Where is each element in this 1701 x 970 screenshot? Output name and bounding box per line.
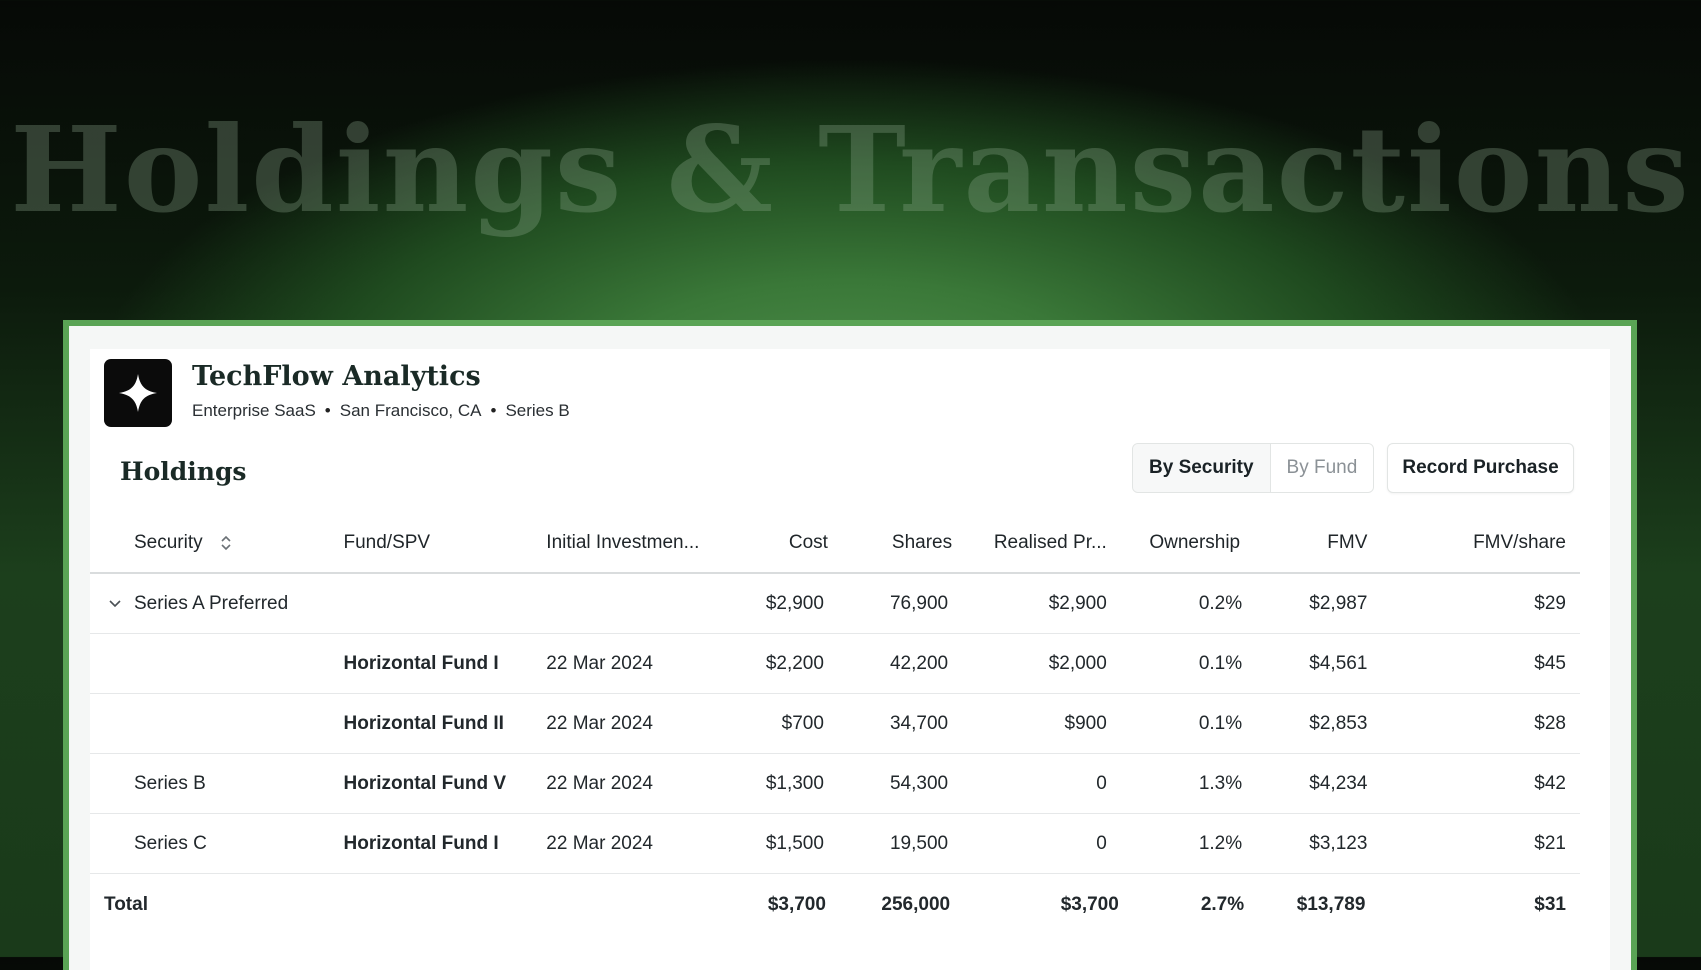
ownership-cell: 1.3%	[1128, 753, 1259, 814]
initial-investment-cell: 22 Mar 2024	[546, 753, 731, 814]
four-point-star-icon	[119, 374, 157, 412]
column-header-fmv-share[interactable]: FMV/share	[1385, 514, 1580, 574]
total-row: Total $3,700 256,000 $3,700 2.7% $13,789…	[90, 874, 1580, 937]
realised-cell: 0	[958, 813, 1129, 874]
company-stage: Series B	[505, 401, 570, 420]
fund-cell: Horizontal Fund I	[343, 813, 547, 874]
company-meta: Enterprise SaaS • San Francisco, CA • Se…	[192, 401, 570, 421]
table-row[interactable]: Series A Preferred $2,900 76,900 $2,900 …	[90, 573, 1580, 634]
chevron-down-icon[interactable]	[106, 594, 124, 612]
separator-dot: •	[490, 401, 497, 420]
shares-cell: 19,500	[833, 813, 959, 874]
fmv-cell: $2,853	[1258, 693, 1386, 754]
company-header: TechFlow Analytics Enterprise SaaS • San…	[104, 359, 570, 427]
sort-icon[interactable]	[220, 534, 232, 552]
total-shares: 256,000	[881, 894, 951, 915]
by-fund-tab[interactable]: By Fund	[1270, 444, 1374, 492]
cost-cell: $700	[730, 693, 834, 754]
initial-investment-cell	[546, 874, 730, 937]
fund-cell	[344, 874, 547, 937]
ownership-cell: 0.1%	[1128, 693, 1259, 754]
cost-cell: $1,300	[730, 753, 834, 814]
company-location: San Francisco, CA	[339, 401, 482, 420]
company-name: TechFlow Analytics	[192, 361, 481, 392]
ownership-cell: 1.2%	[1128, 813, 1259, 874]
shares-cell: 54,300	[833, 753, 959, 814]
cost-cell: $2,900	[730, 573, 834, 634]
fmv-cell: $4,561	[1258, 633, 1386, 694]
column-header-initial-investment[interactable]: Initial Investmen...	[546, 514, 731, 574]
realised-cell: $900	[958, 693, 1129, 754]
company-industry: Enterprise SaaS	[192, 401, 316, 420]
holdings-table: Security Fund/SPV Initial Investmen... C…	[90, 514, 1580, 936]
cost-cell: $2,200	[730, 633, 834, 694]
fmv-share-cell: $29	[1385, 573, 1580, 634]
company-logo	[104, 359, 172, 427]
table-header-row: Security Fund/SPV Initial Investmen... C…	[90, 514, 1580, 574]
initial-investment-cell: 22 Mar 2024	[546, 693, 731, 754]
realised-cell: 0	[958, 753, 1129, 814]
table-row[interactable]: Series C Horizontal Fund I 22 Mar 2024 $…	[90, 813, 1580, 874]
realised-cell: $2,900	[958, 573, 1129, 634]
shares-cell: 42,200	[833, 633, 959, 694]
security-cell	[90, 693, 344, 754]
column-header-fmv[interactable]: FMV	[1258, 514, 1386, 574]
total-realised: $3,700	[1060, 894, 1119, 915]
company-card: TechFlow Analytics Enterprise SaaS • San…	[90, 349, 1610, 970]
total-cost: $3,700	[767, 894, 826, 915]
record-purchase-button[interactable]: Record Purchase	[1387, 443, 1574, 493]
fund-cell: Horizontal Fund I	[343, 633, 547, 694]
fmv-share-cell: $45	[1385, 633, 1580, 694]
fmv-share-cell: $21	[1385, 813, 1580, 874]
by-security-tab[interactable]: By Security	[1133, 444, 1271, 492]
realised-cell: $2,000	[958, 633, 1129, 694]
total-ownership: 2.7%	[1200, 894, 1245, 915]
total-fmv-share: $31	[1534, 894, 1566, 915]
screenshot-frame: TechFlow Analytics Enterprise SaaS • San…	[63, 320, 1637, 970]
table-row[interactable]: Horizontal Fund II 22 Mar 2024 $700 34,7…	[90, 693, 1580, 754]
column-header-realised[interactable]: Realised Pr...	[958, 514, 1129, 574]
hero-title: Holdings & Transactions	[10, 100, 1691, 239]
security-cell: Series B	[90, 753, 344, 814]
column-header-ownership[interactable]: Ownership	[1128, 514, 1259, 574]
column-header-security[interactable]: Security	[90, 514, 344, 574]
total-label: Total	[104, 894, 148, 915]
fmv-cell: $3,123	[1258, 813, 1386, 874]
ownership-cell: 0.1%	[1128, 633, 1259, 694]
table-row[interactable]: Series B Horizontal Fund V 22 Mar 2024 $…	[90, 753, 1580, 814]
initial-investment-cell	[546, 573, 731, 634]
ownership-cell: 0.2%	[1128, 573, 1259, 634]
column-header-fund[interactable]: Fund/SPV	[343, 514, 547, 574]
cost-cell: $1,500	[730, 813, 834, 874]
security-cell: Series C	[90, 813, 344, 874]
column-header-shares[interactable]: Shares	[833, 514, 959, 574]
column-header-cost[interactable]: Cost	[730, 514, 834, 574]
shares-cell: 76,900	[833, 573, 959, 634]
initial-investment-cell: 22 Mar 2024	[546, 813, 731, 874]
holdings-title: Holdings	[120, 457, 247, 486]
fmv-share-cell: $28	[1385, 693, 1580, 754]
fmv-cell: $2,987	[1258, 573, 1386, 634]
shares-cell: 34,700	[833, 693, 959, 754]
fmv-cell: $4,234	[1258, 753, 1386, 814]
security-cell	[90, 633, 344, 694]
security-cell[interactable]: Series A Preferred	[90, 573, 344, 634]
view-toggle: By Security By Fund	[1132, 443, 1375, 493]
fund-cell: Horizontal Fund V	[343, 753, 547, 814]
separator-dot: •	[324, 401, 331, 420]
fund-cell	[343, 573, 547, 634]
fund-cell: Horizontal Fund II	[343, 693, 547, 754]
fmv-share-cell: $42	[1385, 753, 1580, 814]
total-fmv: $13,789	[1296, 894, 1366, 915]
initial-investment-cell: 22 Mar 2024	[546, 633, 731, 694]
table-row[interactable]: Horizontal Fund I 22 Mar 2024 $2,200 42,…	[90, 633, 1580, 694]
